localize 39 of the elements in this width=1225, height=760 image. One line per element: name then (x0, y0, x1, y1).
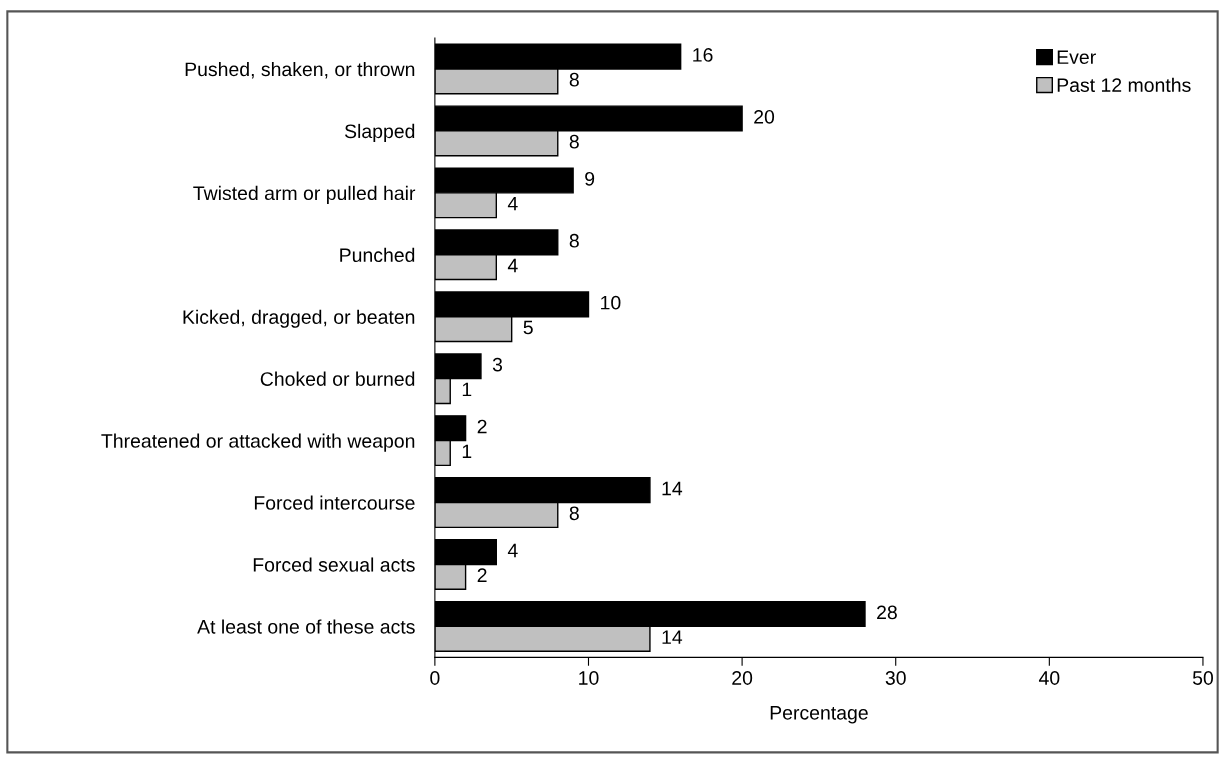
data-label: 5 (523, 320, 533, 335)
y-tick-label: Threatened or attacked with weapon (101, 433, 415, 452)
data-label: 8 (569, 233, 579, 248)
y-tick-label: Pushed, shaken, or thrown (185, 61, 415, 79)
data-label: 1 (462, 444, 472, 459)
data-label: 8 (569, 72, 579, 87)
data-label: 8 (569, 506, 579, 521)
data-label: 8 (569, 134, 579, 149)
data-label: 4 (507, 543, 518, 558)
x-axis-title: Percentage (770, 706, 868, 724)
x-tick-label: 50 (1192, 671, 1213, 685)
x-tick-label: 0 (430, 671, 440, 685)
x-tick-label: 40 (1038, 671, 1060, 685)
data-label: 14 (662, 481, 683, 496)
x-tick-label: 10 (579, 671, 599, 685)
data-label: 4 (507, 196, 518, 211)
data-label: 1 (462, 382, 472, 397)
y-tick-label: Punched (340, 247, 415, 263)
legend-label: Ever (1057, 50, 1096, 65)
legend-label: Past 12 months (1057, 77, 1191, 92)
y-tick-label: Slapped (344, 123, 415, 142)
data-label: 2 (477, 568, 487, 582)
data-label: 3 (492, 357, 503, 372)
x-tick-label: 20 (732, 671, 753, 685)
data-label: 9 (585, 171, 595, 186)
y-tick-label: Twisted arm or pulled hair (193, 185, 416, 204)
y-tick-label: At least one of these acts (197, 619, 415, 634)
y-tick-label: Kicked, dragged, or beaten (183, 309, 415, 328)
data-label: 20 (754, 109, 775, 124)
data-label: 10 (601, 295, 621, 310)
y-tick-label: Choked or burned (260, 371, 415, 386)
x-tick-label: 30 (885, 671, 906, 685)
y-tick-label: Forced intercourse (254, 495, 415, 510)
y-tick-label: Forced sexual acts (253, 557, 415, 572)
data-label: 2 (477, 419, 487, 434)
data-label: 4 (507, 258, 518, 273)
data-label: 14 (662, 630, 683, 644)
data-label: 28 (877, 605, 897, 620)
data-label: 16 (693, 48, 713, 62)
